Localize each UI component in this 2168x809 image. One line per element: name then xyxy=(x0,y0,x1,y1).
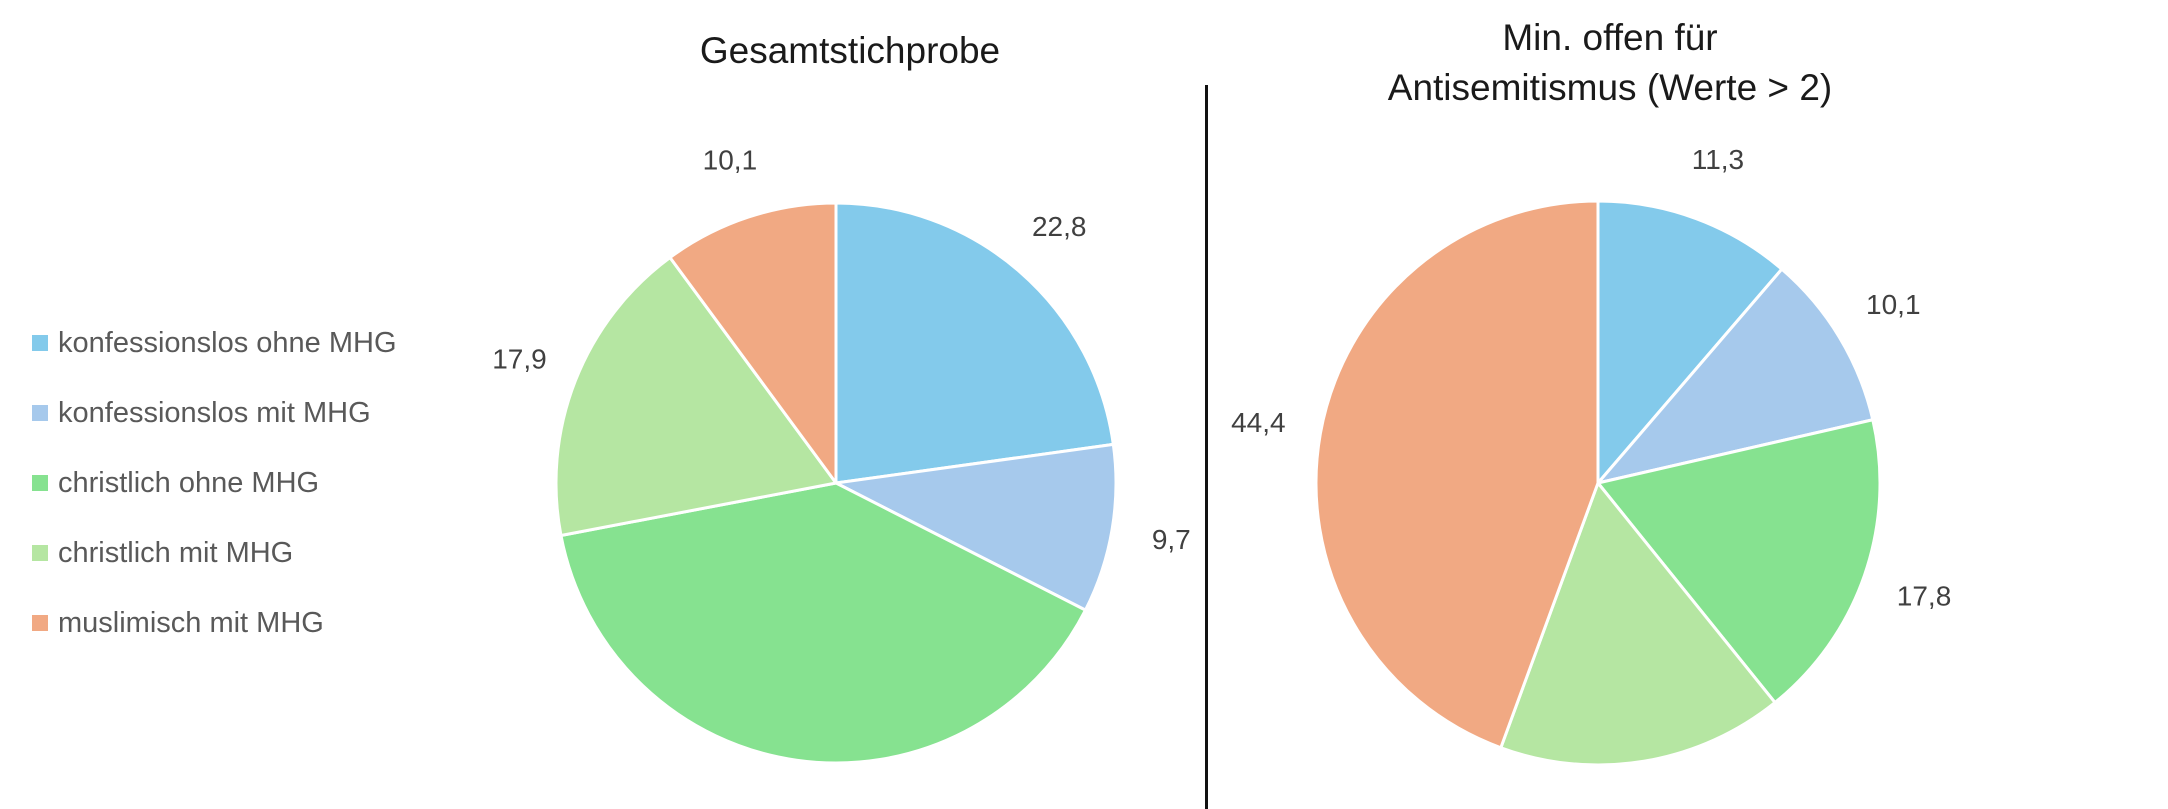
data-label: 39,5 xyxy=(761,804,816,809)
legend-item-christlich-mit-mhg: christlich mit MHG xyxy=(32,518,397,588)
data-label: 17,8 xyxy=(1897,580,1952,611)
chart-title-gesamtstichprobe: Gesamtstichprobe xyxy=(699,30,1001,71)
data-label: 22,8 xyxy=(1032,211,1087,242)
data-label: 9,7 xyxy=(1152,524,1191,555)
pie-slice-christlich-mit-mhg xyxy=(554,256,838,537)
legend-swatch xyxy=(32,335,48,351)
pie-chart-antisemitismus: 11,3 10,1 17,8 16,4 44,4 xyxy=(1231,144,1951,809)
pie-slice-konfessionslos-ohne-mhg xyxy=(1596,199,1784,485)
data-label: 10,1 xyxy=(1866,289,1921,320)
pie-slice-konfessionslos-mit-mhg xyxy=(1596,267,1875,485)
data-label: 17,9 xyxy=(492,343,547,374)
pie-slice-konfessionslos-ohne-mhg xyxy=(834,201,1115,485)
pie-slice-muslimisch-mit-mhg xyxy=(668,201,838,485)
chart-title-antisemitismus: Min. offen für Antisemitismus (Werte > 2… xyxy=(1300,13,1920,113)
pie-slice-muslimisch-mit-mhg xyxy=(1314,199,1600,750)
data-label: 16,4 xyxy=(1627,808,1682,809)
legend-item-konfessionslos-mit-mhg: konfessionslos mit MHG xyxy=(32,378,397,448)
legend-swatch xyxy=(32,405,48,421)
data-label: 11,3 xyxy=(1692,144,1744,175)
legend-label: konfessionslos ohne MHG xyxy=(58,326,397,359)
legend-item-muslimisch-mit-mhg: muslimisch mit MHG xyxy=(32,588,397,658)
chart-divider xyxy=(1205,85,1208,809)
legend-label: muslimisch mit MHG xyxy=(58,606,324,639)
legend-label: christlich ohne MHG xyxy=(58,466,320,499)
chart-title-line-1: Min. offen für xyxy=(1502,17,1718,58)
legend-label: konfessionslos mit MHG xyxy=(58,396,371,429)
chart-title-line-2: Antisemitismus (Werte > 2) xyxy=(1387,67,1833,108)
chart-legend: konfessionslos ohne MHG konfessionslos m… xyxy=(32,308,397,658)
data-label: 10,1 xyxy=(703,144,758,175)
data-label: 44,4 xyxy=(1231,407,1286,438)
legend-label: christlich mit MHG xyxy=(58,536,294,569)
legend-swatch xyxy=(32,545,48,561)
pie-slice-konfessionslos-mit-mhg xyxy=(834,442,1118,612)
pie-slice-christlich-mit-mhg xyxy=(1499,481,1777,767)
legend-swatch xyxy=(32,615,48,631)
pie-slice-christlich-ohne-mhg xyxy=(559,481,1087,765)
pie-slice-christlich-ohne-mhg xyxy=(1596,418,1882,705)
legend-item-christlich-ohne-mhg: christlich ohne MHG xyxy=(32,448,397,518)
legend-swatch xyxy=(32,475,48,491)
pie-chart-gesamtstichprobe: 22,8 9,7 39,5 17,9 10,1 xyxy=(492,144,1191,809)
legend-item-konfessionslos-ohne-mhg: konfessionslos ohne MHG xyxy=(32,308,397,378)
